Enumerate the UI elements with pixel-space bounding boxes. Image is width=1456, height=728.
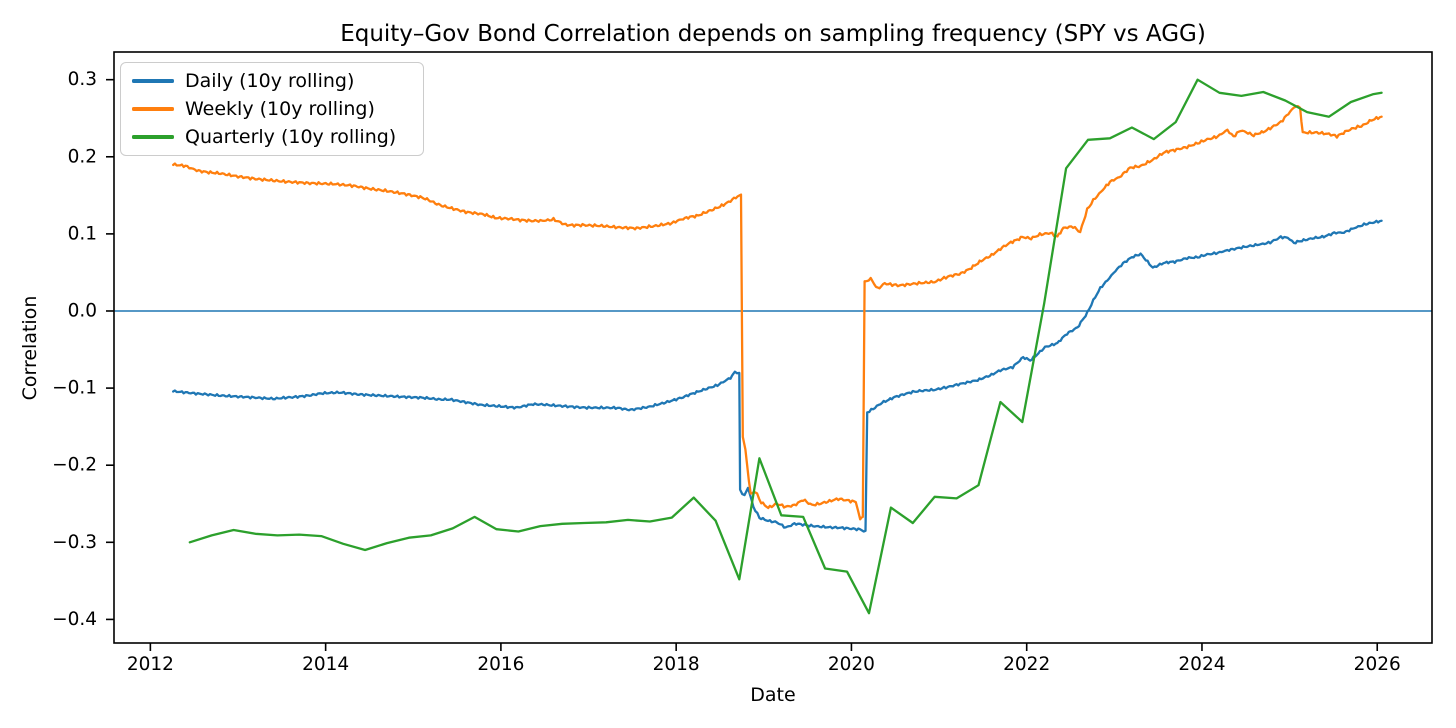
y-tick-label: −0.1 <box>52 378 97 399</box>
plot-border <box>113 51 1433 644</box>
y-tick-label: 0.2 <box>68 146 97 167</box>
legend-item: Weekly (10y rolling) <box>121 95 423 123</box>
x-axis-label: Date <box>750 684 796 706</box>
y-tick-label: −0.3 <box>52 532 97 553</box>
y-tick-label: −0.2 <box>52 455 97 476</box>
x-tick-label: 2016 <box>477 654 524 675</box>
chart-title: Equity–Gov Bond Correlation depends on s… <box>340 21 1206 47</box>
series-daily-line <box>172 219 1383 533</box>
legend-swatch-daily <box>132 79 174 83</box>
legend-swatch-weekly <box>132 107 174 111</box>
y-axis-label: Correlation <box>19 295 41 401</box>
y-tick-label: 0.3 <box>68 69 97 90</box>
x-tick-label: 2026 <box>1354 654 1401 675</box>
legend-label: Daily (10y rolling) <box>185 69 355 92</box>
y-tick-label: −0.4 <box>52 609 97 630</box>
x-tick-label: 2012 <box>127 654 174 675</box>
y-tick-label: 0.1 <box>68 223 97 244</box>
y-tick-label: 0.0 <box>68 300 97 321</box>
x-tick-label: 2018 <box>653 654 700 675</box>
legend-item: Daily (10y rolling) <box>121 67 423 95</box>
x-tick-label: 2022 <box>1003 654 1050 675</box>
legend-label: Quarterly (10y rolling) <box>185 125 397 148</box>
x-tick-label: 2020 <box>828 654 875 675</box>
legend: Daily (10y rolling) Weekly (10y rolling)… <box>120 62 424 156</box>
legend-swatch-quarterly <box>132 135 174 139</box>
x-tick-label: 2014 <box>302 654 349 675</box>
legend-item: Quarterly (10y rolling) <box>121 123 423 151</box>
series-quarterly-line <box>188 78 1383 615</box>
series-weekly-line <box>172 104 1383 521</box>
legend-label: Weekly (10y rolling) <box>185 97 375 120</box>
x-tick-label: 2024 <box>1178 654 1225 675</box>
